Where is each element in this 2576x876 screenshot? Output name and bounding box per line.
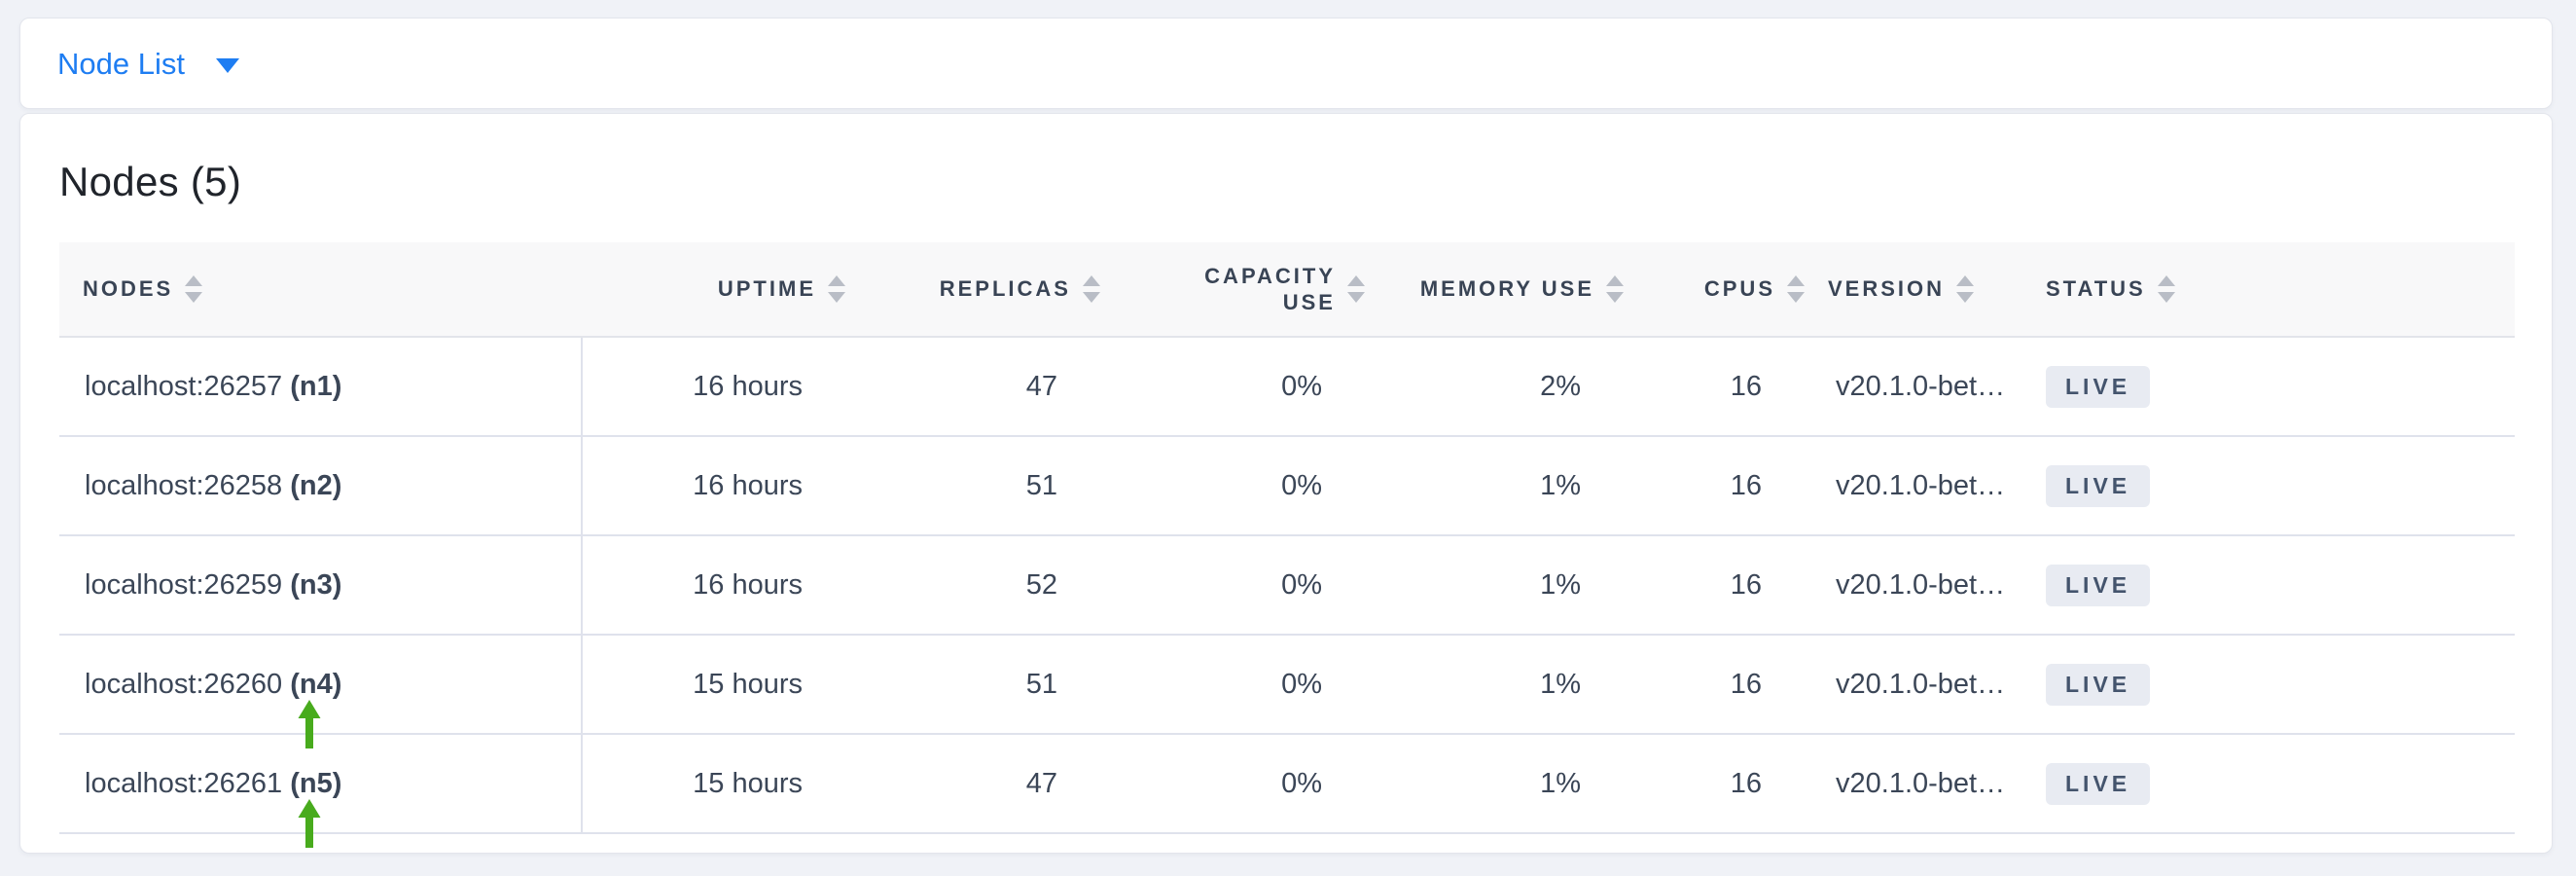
column-header-memory_use[interactable]: MEMORY USE xyxy=(1378,242,1637,338)
memory-use-cell: 1% xyxy=(1378,635,1637,735)
status-badge: LIVE xyxy=(2046,762,2151,805)
column-header-cpus[interactable]: CPUS xyxy=(1637,242,1818,338)
table-header-row: NODES UPTIME REPLICAS CAPACITY USE MEMORY US… xyxy=(59,242,2515,338)
capacity-use-cell: 0% xyxy=(1114,535,1378,636)
uptime-cell: 16 hours xyxy=(582,436,859,536)
status-cell: LIVE xyxy=(2036,337,2515,437)
nodes-card: Nodes (5) NODES UPTIME REPLICAS CAPACITY US… xyxy=(19,113,2553,854)
sort-carets-icon xyxy=(2157,275,2175,303)
column-header-uptime[interactable]: UPTIME xyxy=(582,242,859,338)
nodes-table: NODES UPTIME REPLICAS CAPACITY USE MEMORY US… xyxy=(59,242,2515,848)
cpus-cell: 16 xyxy=(1637,734,1818,834)
column-header-capacity_use[interactable]: CAPACITY USE xyxy=(1114,242,1378,338)
status-badge: LIVE xyxy=(2046,564,2151,606)
column-header-version[interactable]: VERSION xyxy=(1818,242,2036,338)
cpus-cell: 16 xyxy=(1637,436,1818,536)
version-cell: v20.1.0-bet… xyxy=(1818,734,2036,834)
node-address[interactable]: localhost:26260 xyxy=(85,668,291,700)
version-cell: v20.1.0-bet… xyxy=(1818,436,2036,536)
sort-carets-icon xyxy=(1787,275,1805,303)
capacity-use-cell: 0% xyxy=(1114,337,1378,437)
table-row: localhost:26260 (n4) 15 hours 51 0% 1% 16 v20.… xyxy=(59,635,2515,748)
column-label-status: STATUS xyxy=(2046,276,2146,301)
column-label-uptime: UPTIME xyxy=(717,276,816,301)
column-header-replicas[interactable]: REPLICAS xyxy=(859,242,1114,338)
version-cell: v20.1.0-bet… xyxy=(1818,535,2036,636)
uptime-cell: 15 hours xyxy=(582,635,859,735)
table-row: localhost:26257 (n1) 16 hours 47 0% 2% 16 v20.… xyxy=(59,337,2515,437)
node-address-cell[interactable]: localhost:26259 (n3) xyxy=(59,535,583,636)
cpus-cell: 16 xyxy=(1637,635,1818,735)
sort-carets-icon xyxy=(1347,275,1365,303)
node-address-cell[interactable]: localhost:26257 (n1) xyxy=(59,337,583,437)
sort-carets-icon xyxy=(828,275,845,303)
replicas-cell: 47 xyxy=(859,337,1114,437)
version-cell: v20.1.0-bet… xyxy=(1818,635,2036,735)
green-arrow-up-icon xyxy=(298,799,321,848)
replicas-cell: 51 xyxy=(859,635,1114,735)
capacity-use-cell: 0% xyxy=(1114,734,1378,834)
column-label-replicas: REPLICAS xyxy=(939,276,1071,301)
node-address-cell[interactable]: localhost:26258 (n2) xyxy=(59,436,583,536)
uptime-cell: 15 hours xyxy=(582,734,859,834)
page-title: Nodes (5) xyxy=(59,159,242,204)
nav-bar: Node List xyxy=(19,18,2553,109)
status-badge: LIVE xyxy=(2046,464,2151,507)
node-address[interactable]: localhost:26261 xyxy=(85,767,291,799)
sort-carets-icon xyxy=(1606,275,1624,303)
node-id: (n1) xyxy=(290,370,342,402)
memory-use-cell: 1% xyxy=(1378,734,1637,834)
memory-use-cell: 2% xyxy=(1378,337,1637,437)
cpus-cell: 16 xyxy=(1637,535,1818,636)
column-label-nodes: NODES xyxy=(83,276,174,301)
column-header-nodes[interactable]: NODES xyxy=(59,242,582,338)
node-address-cell[interactable]: localhost:26260 (n4) xyxy=(59,635,583,748)
table-body: localhost:26257 (n1) 16 hours 47 0% 2% 16 v20.… xyxy=(59,337,2515,848)
status-badge: LIVE xyxy=(2046,365,2151,408)
green-arrow-up-icon xyxy=(298,700,321,748)
sort-carets-icon xyxy=(1956,275,1975,303)
version-cell: v20.1.0-bet… xyxy=(1818,337,2036,437)
node-address[interactable]: localhost:26258 xyxy=(85,469,291,501)
replicas-cell: 51 xyxy=(859,436,1114,536)
column-label-capacity_use: CAPACITY USE xyxy=(1204,264,1336,314)
status-badge: LIVE xyxy=(2046,663,2151,706)
memory-use-cell: 1% xyxy=(1378,436,1637,536)
node-id: (n5) xyxy=(290,767,342,799)
node-list-dropdown[interactable]: Node List xyxy=(57,49,239,79)
cpus-cell: 16 xyxy=(1637,337,1818,437)
table-row: localhost:26259 (n3) 16 hours 52 0% 1% 16 v20.… xyxy=(59,535,2515,636)
column-label-version: VERSION xyxy=(1828,276,1946,301)
node-id: (n4) xyxy=(290,668,342,700)
column-label-memory_use: MEMORY USE xyxy=(1419,276,1594,301)
node-id: (n3) xyxy=(290,568,342,601)
status-cell: LIVE xyxy=(2036,734,2515,834)
memory-use-cell: 1% xyxy=(1378,535,1637,636)
node-list-dropdown-label: Node List xyxy=(57,46,185,81)
node-address[interactable]: localhost:26257 xyxy=(85,370,291,402)
sort-carets-icon xyxy=(1083,275,1100,303)
table-row: localhost:26258 (n2) 16 hours 51 0% 1% 16 v20.… xyxy=(59,436,2515,536)
replicas-cell: 47 xyxy=(859,734,1114,834)
caret-down-icon xyxy=(215,57,239,73)
uptime-cell: 16 hours xyxy=(582,535,859,636)
node-address[interactable]: localhost:26259 xyxy=(85,568,291,601)
column-label-cpus: CPUS xyxy=(1703,276,1775,301)
uptime-cell: 16 hours xyxy=(582,337,859,437)
sort-carets-icon xyxy=(185,275,203,303)
replicas-cell: 52 xyxy=(859,535,1114,636)
table-row: localhost:26261 (n5) 15 hours 47 0% 1% 16 v20.… xyxy=(59,734,2515,848)
capacity-use-cell: 0% xyxy=(1114,436,1378,536)
node-address-cell[interactable]: localhost:26261 (n5) xyxy=(59,734,583,848)
node-id: (n2) xyxy=(290,469,342,501)
capacity-use-cell: 0% xyxy=(1114,635,1378,735)
status-cell: LIVE xyxy=(2036,436,2515,536)
status-cell: LIVE xyxy=(2036,635,2515,735)
column-header-status[interactable]: STATUS xyxy=(2036,242,2515,338)
status-cell: LIVE xyxy=(2036,535,2515,636)
